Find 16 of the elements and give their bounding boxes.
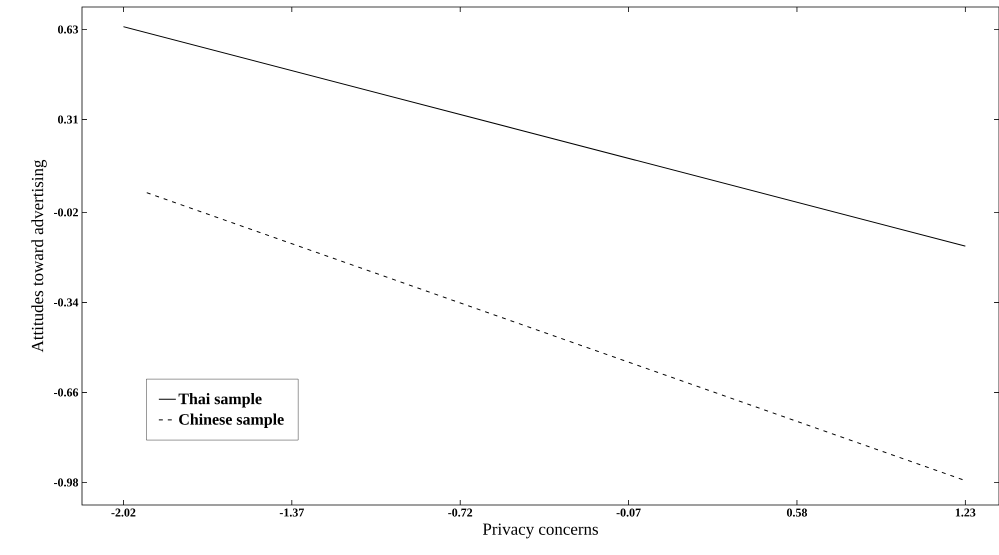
legend-label: Chinese sample	[179, 414, 284, 428]
y-tick-label: -0.66	[54, 388, 78, 397]
legend-label: Thai sample	[178, 393, 262, 408]
x-tick-label: 0.58	[786, 508, 808, 517]
y-tick-label: -0.02	[54, 208, 78, 216]
y-tick-label: 0.31	[58, 115, 78, 124]
x-tick-label: -2.02	[111, 508, 136, 517]
x-tick-label: -0.72	[448, 508, 472, 517]
y-tick-label: -0.34	[54, 298, 78, 306]
y-tick-label: -0.98	[54, 478, 78, 487]
x-tick-label: 1.23	[956, 508, 976, 517]
y-tick-label: 0.63	[58, 25, 78, 34]
x-tick-label: -0.07	[616, 508, 641, 517]
x-tick-label: -1.37	[280, 508, 304, 517]
y-axis-title: Attitudes toward advertising	[31, 160, 47, 352]
x-axis-title: Privacy concerns	[482, 523, 598, 538]
